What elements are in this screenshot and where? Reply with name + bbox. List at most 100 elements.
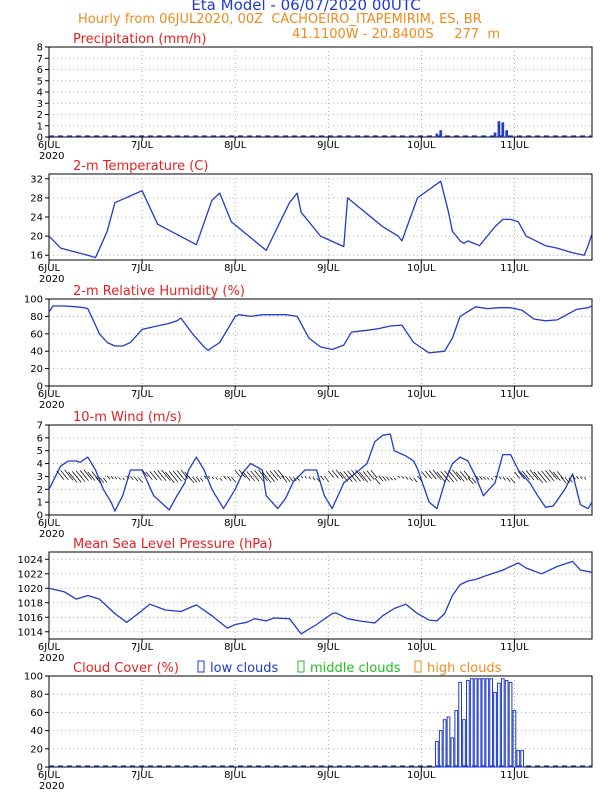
wind-barb xyxy=(203,475,207,479)
y-tick-label: 1018 xyxy=(18,598,43,609)
wind-barb xyxy=(351,470,361,482)
panel-frame xyxy=(48,424,593,516)
x-tick-label: 10JUL xyxy=(407,518,436,529)
legend-swatch xyxy=(197,660,205,673)
wind-barb xyxy=(157,470,167,481)
panel-frame xyxy=(48,298,593,387)
wind-barb xyxy=(580,476,583,480)
y-tick-label: 20 xyxy=(30,744,43,755)
panel-title: Cloud Cover (%) xyxy=(73,661,179,676)
wind-barb xyxy=(560,476,567,484)
wind-barb xyxy=(215,477,218,480)
wind-barb xyxy=(106,475,111,480)
panel-frame xyxy=(48,551,593,640)
cloud-bar xyxy=(473,678,478,768)
wind-barb xyxy=(413,477,418,483)
legend-swatch xyxy=(414,660,422,673)
wind-barb xyxy=(471,477,477,484)
wind-barb xyxy=(424,470,432,479)
x-tick-label: 10JUL xyxy=(407,642,436,653)
wind-barb xyxy=(331,470,339,479)
x-tick-label: 6JUL xyxy=(38,263,61,274)
wind-barb xyxy=(254,470,264,482)
series-line xyxy=(48,433,593,512)
x-tick-label: 9JUL xyxy=(317,770,340,781)
x-tick-label: 10JUL xyxy=(407,263,436,274)
cloud-bar xyxy=(508,681,513,768)
x-tick-label: 8JUL xyxy=(224,518,247,529)
y-tick-label: 40 xyxy=(30,726,43,737)
wind-barb xyxy=(382,476,387,481)
wind-barb xyxy=(498,476,502,480)
cloud-bar xyxy=(454,710,459,768)
wind-barb xyxy=(397,475,401,479)
wind-barb xyxy=(168,471,179,483)
wind-barb xyxy=(335,469,344,479)
wind-barb xyxy=(91,471,99,480)
y-tick-label: 100 xyxy=(24,295,43,306)
wind-barb xyxy=(421,471,428,479)
panel-title: 10-m Wind (m/s) xyxy=(73,410,182,425)
cloud-bar xyxy=(477,678,482,768)
wind-barb xyxy=(479,476,483,481)
y-tick-label: 0 xyxy=(37,763,43,774)
y-tick-label: 0 xyxy=(37,133,43,144)
wind-barb xyxy=(258,469,268,482)
cloud-bar xyxy=(434,741,439,768)
wind-barb xyxy=(393,477,397,481)
wind-barb xyxy=(176,470,186,481)
wind-barb xyxy=(265,471,275,482)
y-tick-label: 60 xyxy=(30,708,43,719)
x-tick-label: 11JUL xyxy=(500,518,529,529)
y-tick-label: 1022 xyxy=(18,569,43,580)
cloud-bar xyxy=(450,737,455,768)
wind-barb xyxy=(285,476,291,483)
wind-barb xyxy=(72,471,82,483)
wind-barb xyxy=(312,477,316,481)
y-tick-label: 8 xyxy=(37,43,43,54)
panel-frame xyxy=(48,675,593,768)
x-year-label: 2020 xyxy=(39,274,64,285)
y-tick-label: 7 xyxy=(37,421,43,432)
y-tick-label: 3 xyxy=(37,99,43,110)
wind-barb xyxy=(316,477,320,482)
y-tick-label: 100 xyxy=(24,672,43,683)
x-tick-label: 9JUL xyxy=(317,389,340,400)
cloud-bar xyxy=(504,680,509,768)
y-tick-label: 24 xyxy=(30,213,43,224)
cloud-bar xyxy=(520,750,525,768)
wind-barb xyxy=(83,469,93,480)
cloud-bar xyxy=(512,710,517,768)
cloud-bar xyxy=(462,719,466,768)
wind-barb xyxy=(378,475,384,482)
y-tick-label: 1020 xyxy=(18,584,43,595)
x-tick-label: 9JUL xyxy=(317,642,340,653)
x-tick-label: 7JUL xyxy=(131,389,154,400)
wind-barb xyxy=(452,469,462,481)
wind-barb xyxy=(440,471,450,483)
series-line xyxy=(48,305,593,354)
y-tick-label: 80 xyxy=(30,690,43,701)
wind-barb xyxy=(432,469,442,480)
wind-barb xyxy=(510,477,516,484)
panel-frame xyxy=(48,173,593,261)
y-tick-label: 16 xyxy=(30,251,43,262)
cloud-bar xyxy=(481,678,486,768)
y-tick-label: 1024 xyxy=(18,555,43,566)
run-info: Hourly from 06JUL2020, 00Z CACHOEIRO_ITA… xyxy=(78,12,482,27)
wind-barb xyxy=(324,476,330,483)
x-tick-label: 9JUL xyxy=(317,140,340,151)
panel-frame xyxy=(48,46,593,138)
wind-barb xyxy=(250,470,260,482)
wind-barb xyxy=(533,471,543,483)
wind-barb xyxy=(87,471,96,481)
y-tick-label: 60 xyxy=(30,329,43,340)
series-line xyxy=(48,560,593,635)
y-tick-label: 1 xyxy=(37,498,43,509)
x-tick-label: 7JUL xyxy=(131,642,154,653)
wind-barb xyxy=(459,471,468,481)
wind-barb xyxy=(56,470,65,480)
wind-barb xyxy=(347,470,357,482)
wind-barb xyxy=(355,469,365,481)
